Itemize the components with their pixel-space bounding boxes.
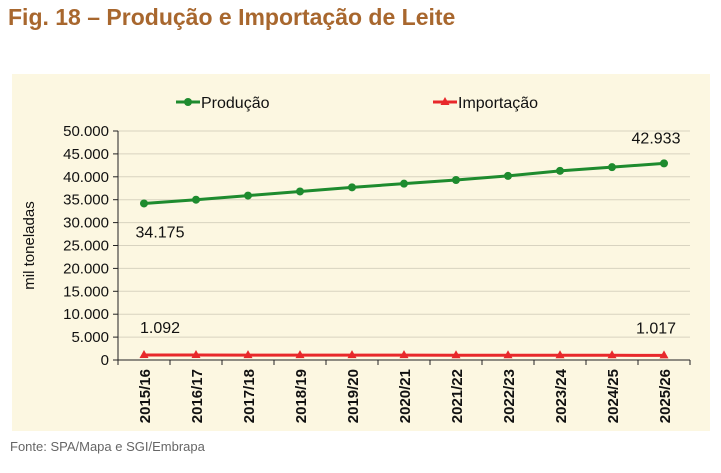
data-point — [451, 350, 461, 359]
legend-label: Produção — [201, 95, 270, 112]
chart-panel — [12, 74, 710, 431]
y-axis-label: mil toneladas — [21, 201, 38, 289]
x-tick-label: 2016/17 — [189, 369, 206, 423]
y-tick-label: 40.000 — [63, 169, 109, 186]
data-point — [399, 350, 409, 359]
x-tick-label: 2024/25 — [605, 369, 622, 423]
x-tick-label: 2022/23 — [501, 369, 518, 423]
data-point — [244, 191, 252, 200]
data-point — [504, 171, 512, 180]
data-point — [348, 183, 356, 192]
legend-marker — [440, 97, 450, 105]
y-tick-label: 10.000 — [63, 306, 109, 323]
data-point — [140, 199, 148, 208]
data-point — [503, 350, 513, 359]
data-label: 1.092 — [140, 320, 180, 337]
figure-title: Fig. 18 – Produção e Importação de Leite — [8, 4, 456, 30]
x-tick-label: 2019/20 — [345, 369, 362, 423]
x-tick-label: 2020/21 — [397, 369, 414, 423]
data-label: 34.175 — [136, 224, 185, 241]
x-tick-label: 2021/22 — [449, 369, 466, 423]
x-tick-label: 2017/18 — [241, 369, 258, 423]
source-note: Fonte: SPA/Mapa e SGI/Embrapa — [10, 439, 205, 454]
data-point — [659, 350, 669, 359]
y-tick-label: 20.000 — [63, 260, 109, 277]
x-tick-label: 2018/19 — [293, 369, 310, 423]
data-point — [243, 350, 253, 359]
y-tick-label: 50.000 — [63, 123, 109, 140]
data-point — [191, 350, 201, 359]
x-tick-label: 2015/16 — [137, 369, 154, 423]
y-tick-label: 35.000 — [63, 192, 109, 209]
x-tick-label: 2025/26 — [657, 369, 674, 423]
data-point — [295, 350, 305, 359]
data-point — [555, 350, 565, 359]
data-point — [660, 159, 668, 168]
data-point — [139, 349, 149, 358]
data-point — [556, 166, 564, 175]
data-point — [452, 176, 460, 185]
y-tick-label: 15.000 — [63, 283, 109, 300]
y-tick-label: 45.000 — [63, 146, 109, 163]
data-point — [607, 350, 617, 359]
data-point — [347, 350, 357, 359]
legend-marker — [184, 98, 192, 106]
data-label: 42.933 — [632, 130, 681, 147]
data-point — [296, 187, 304, 196]
y-tick-label: 5.000 — [71, 329, 109, 346]
y-tick-label: 30.000 — [63, 215, 109, 232]
data-point — [400, 179, 408, 188]
data-point — [192, 195, 200, 204]
y-tick-label: 25.000 — [63, 238, 109, 255]
legend-label: Importação — [458, 95, 538, 112]
y-tick-label: 0 — [101, 352, 109, 369]
data-label: 1.017 — [636, 320, 676, 337]
data-point — [608, 163, 616, 172]
x-tick-label: 2023/24 — [553, 368, 570, 423]
